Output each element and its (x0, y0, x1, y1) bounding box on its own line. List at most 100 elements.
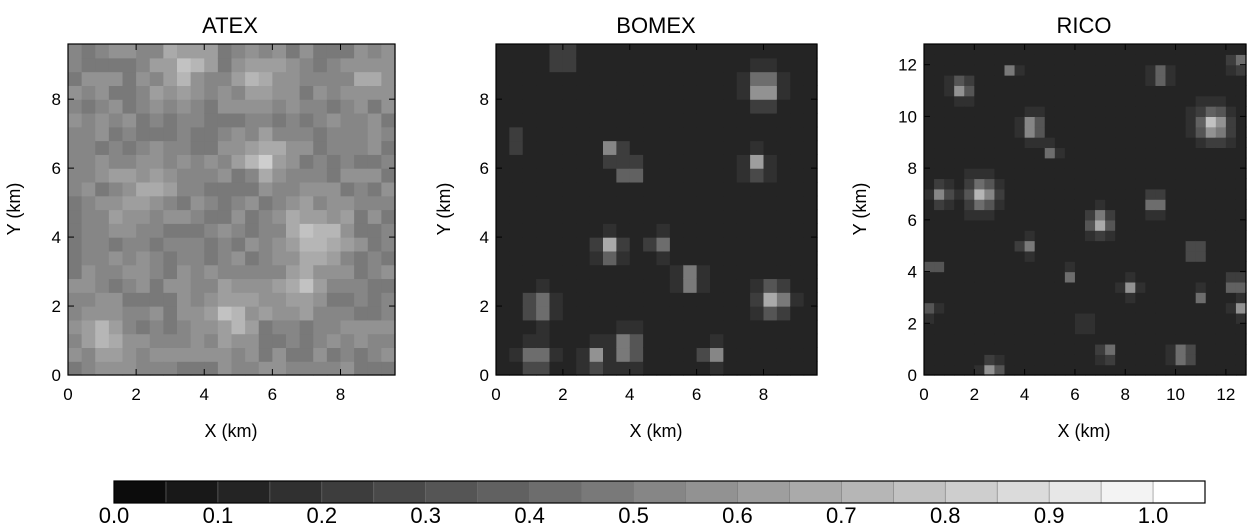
heatmap-cell (1205, 178, 1217, 190)
heatmap-cell (286, 347, 301, 362)
heatmap-cell (603, 140, 617, 155)
heatmap-cell (340, 347, 355, 362)
heatmap-cell (1054, 271, 1066, 283)
heatmap-cell (603, 237, 617, 252)
heatmap-cell (1185, 209, 1197, 221)
heatmap-cell (231, 168, 246, 183)
heatmap-cell (496, 195, 510, 211)
heatmap-cell (217, 264, 233, 280)
heatmap-cell (1145, 343, 1157, 355)
heatmap-cell (683, 99, 698, 114)
heatmap-cell (616, 71, 631, 86)
y-tick-label: 8 (52, 90, 61, 109)
heatmap-cell (204, 57, 219, 73)
heatmap-cell (1215, 95, 1227, 107)
heatmap-cell (95, 250, 110, 266)
heatmap-cell (381, 250, 396, 266)
heatmap-cell (954, 126, 965, 138)
heatmap-cell (1034, 95, 1046, 107)
heatmap-cell (603, 154, 617, 169)
heatmap-cell (367, 347, 382, 362)
heatmap-cell (1004, 271, 1016, 283)
heatmap-cell (1155, 250, 1167, 262)
heatmap-cell (934, 261, 945, 273)
heatmap-cell (204, 209, 219, 224)
heatmap-cell (326, 237, 342, 252)
heatmap-cell (763, 112, 778, 128)
heatmap-cell (1034, 147, 1046, 159)
heatmap-cell (1074, 209, 1086, 221)
heatmap-cell (974, 126, 985, 138)
heatmap-cell (108, 292, 124, 307)
heatmap-cell (1085, 364, 1096, 376)
heatmap-cell (1004, 261, 1016, 273)
heatmap-cell (669, 347, 684, 362)
heatmap-cell (669, 44, 684, 59)
heatmap-cell (1145, 85, 1157, 97)
heatmap-cell (934, 85, 945, 97)
heatmap-cell (549, 333, 564, 349)
heatmap-cell (326, 44, 342, 59)
heatmap-cell (245, 223, 260, 238)
heatmap-cell (964, 157, 975, 169)
heatmap-cell (354, 209, 369, 224)
heatmap-cell (1064, 302, 1076, 314)
heatmap-cell (1155, 137, 1167, 149)
heatmap-cell (340, 264, 355, 280)
heatmap-cell (974, 64, 985, 76)
heatmap-cell (1004, 157, 1016, 169)
heatmap-cell (231, 181, 246, 197)
heatmap-cell (340, 99, 355, 114)
heatmap-cell (522, 250, 537, 266)
heatmap-cell (629, 168, 644, 183)
heatmap-cell (258, 347, 273, 362)
heatmap-cell (381, 99, 396, 114)
heatmap-cell (190, 319, 205, 335)
heatmap-cell (340, 44, 355, 59)
heatmap-cell (149, 223, 164, 238)
heatmap-cell (509, 278, 524, 293)
heatmap-cell (776, 264, 791, 280)
heatmap-cell (643, 319, 658, 335)
heatmap-cell (1175, 292, 1187, 304)
heatmap-cell (1014, 147, 1026, 159)
x-tick-label: 10 (1166, 385, 1185, 404)
heatmap-cell (1175, 271, 1187, 283)
heatmap-cell (1225, 106, 1237, 118)
heatmap-cell (934, 209, 945, 221)
heatmap-cell (964, 137, 975, 149)
heatmap-cell (1085, 44, 1096, 55)
heatmap-cell (258, 250, 273, 266)
heatmap-cell (1044, 292, 1056, 304)
heatmap-cell (984, 137, 996, 149)
heatmap-cell (603, 168, 617, 183)
heatmap-cell (1004, 54, 1016, 66)
heatmap-cell (1004, 75, 1016, 86)
heatmap-cell (340, 209, 355, 224)
heatmap-cell (149, 195, 164, 211)
heatmap-cell (629, 99, 644, 114)
heatmap-cell (1185, 64, 1197, 76)
heatmap-cell (1235, 281, 1247, 293)
heatmap-cell (994, 292, 1006, 304)
heatmap-cell (258, 181, 273, 197)
heatmap-cell (1235, 188, 1247, 200)
heatmap-cell (790, 71, 805, 86)
heatmap-cell (1064, 209, 1076, 221)
heatmap-cell (190, 223, 205, 238)
heatmap-cell (272, 278, 287, 293)
heatmap-cell (1044, 343, 1056, 355)
heatmap-cell (776, 195, 791, 211)
heatmap-cell (258, 264, 273, 280)
heatmap-cell (149, 57, 164, 73)
heatmap-cell (1235, 343, 1247, 355)
heatmap-cell (790, 195, 805, 211)
heatmap-cell (984, 302, 996, 314)
y-tick-label: 2 (52, 297, 61, 316)
heatmap-cell (1024, 147, 1036, 159)
heatmap-cell (1044, 106, 1056, 118)
heatmap-cell (1014, 137, 1026, 149)
heatmap-cell (1235, 75, 1247, 86)
heatmap-cell (1105, 312, 1116, 324)
heatmap-cell (1024, 323, 1036, 335)
